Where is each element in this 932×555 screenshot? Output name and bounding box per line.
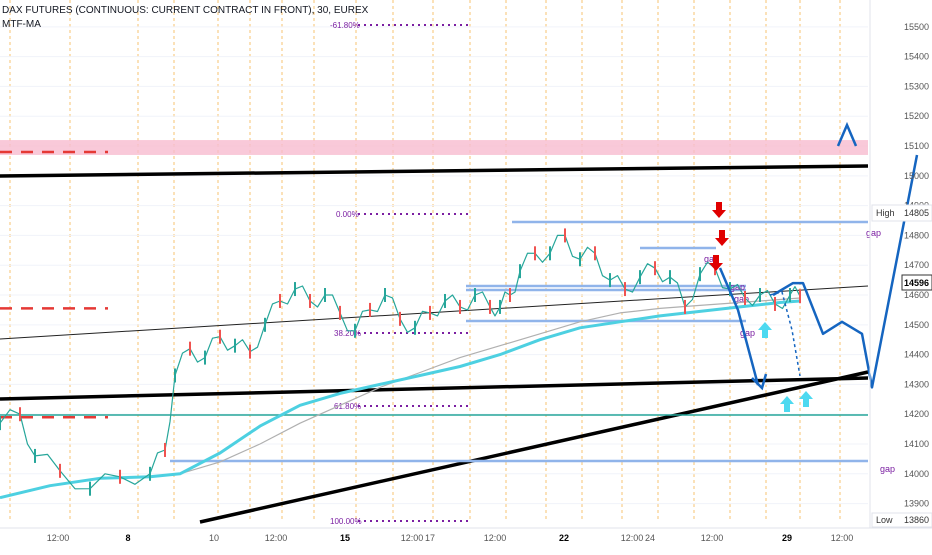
up-arrow-icon <box>780 396 794 412</box>
time-axis-tick: 12:00 <box>621 533 644 543</box>
low-value: 13860 <box>904 515 929 525</box>
time-axis-tick: 12:00 <box>47 533 70 543</box>
time-axis-tick: 12:00 <box>484 533 507 543</box>
fib-level-label: 61.80% <box>334 402 361 411</box>
upper-channel-line <box>0 164 869 178</box>
price-axis-tick: 13900 <box>904 499 929 509</box>
time-axis-tick: 12:00 <box>265 533 288 543</box>
gap-label: gap <box>730 282 745 292</box>
symbol-title: DAX FUTURES (CONTINUOUS: CURRENT CONTRAC… <box>2 5 369 16</box>
projection-down-leg <box>718 267 760 386</box>
projection-path <box>772 154 919 389</box>
time-axis-tick: 22 <box>559 533 569 543</box>
price-axis-tick: 14500 <box>904 320 929 330</box>
current-price-marker <box>901 274 932 291</box>
low-label: Low <box>876 515 893 525</box>
price-series <box>0 234 801 490</box>
price-axis-tick: 14400 <box>904 350 929 360</box>
mid-channel-line <box>0 376 869 401</box>
resistance-zone <box>0 140 868 155</box>
projection-dotted-path <box>769 291 801 377</box>
gap-label: gap <box>740 328 755 338</box>
chart-title-block: DAX FUTURES (CONTINUOUS: CURRENT CONTRAC… <box>2 4 368 32</box>
gap-label: gap <box>704 254 719 264</box>
fib-level-label: 0.00% <box>336 210 359 219</box>
time-axis-tick: 12:00 <box>831 533 854 543</box>
fib-level-label: -61.80% <box>330 21 360 30</box>
time-axis-tick: 17 <box>425 533 435 543</box>
price-axis-tick: 14000 <box>904 469 929 479</box>
price-axis-tick: 14200 <box>904 409 929 419</box>
fib-level-label: 38.20% <box>334 329 361 338</box>
price-axis-tick: 15400 <box>904 52 929 62</box>
down-arrow-icon <box>709 255 723 271</box>
high-price-marker <box>871 204 932 222</box>
high-label: High <box>876 208 895 218</box>
time-axis-tick: 10 <box>209 533 219 543</box>
projection-arrowhead <box>836 121 858 147</box>
price-axis-tick: 15000 <box>904 171 929 181</box>
gap-label: gap <box>866 228 881 238</box>
projection-arrowhead <box>751 373 768 391</box>
price-axis-tick: 15100 <box>904 141 929 151</box>
price-axis-tick: 15500 <box>904 22 929 32</box>
time-axis-tick: 24 <box>645 533 655 543</box>
price-axis-tick: 14600 <box>904 290 929 300</box>
time-axis-tick: 8 <box>125 533 130 543</box>
down-arrow-icon <box>715 230 729 246</box>
time-axis-tick: 12:00 <box>701 533 724 543</box>
time-axis-tick: 29 <box>782 533 792 543</box>
down-arrow-icon <box>712 202 726 218</box>
high-value: 14805 <box>904 208 929 218</box>
low-price-marker <box>871 512 932 528</box>
price-axis-tick: 15200 <box>904 111 929 121</box>
time-axis-tick: 15 <box>340 533 350 543</box>
up-arrow-icon <box>758 322 772 338</box>
rising-support-line <box>199 370 869 524</box>
up-arrow-icon <box>799 391 813 407</box>
gap-label: gap <box>734 294 749 304</box>
fast-moving-average <box>0 299 801 500</box>
fib-level-label: 100.00% <box>330 517 362 526</box>
indicator-label: MTF-MA <box>2 19 41 30</box>
price-axis-tick: 14800 <box>904 230 929 240</box>
gap-label: gap <box>880 464 895 474</box>
thin-trend-line <box>0 285 869 340</box>
time-axis-background <box>0 528 932 550</box>
slow-moving-average <box>179 297 801 475</box>
price-axis-tick: 15300 <box>904 81 929 91</box>
price-axis-tick: 14100 <box>904 439 929 449</box>
price-axis-tick: 14300 <box>904 379 929 389</box>
price-axis-tick: 14700 <box>904 260 929 270</box>
current-price-value: 14596 <box>904 278 929 288</box>
time-axis-tick: 12:00 <box>401 533 424 543</box>
